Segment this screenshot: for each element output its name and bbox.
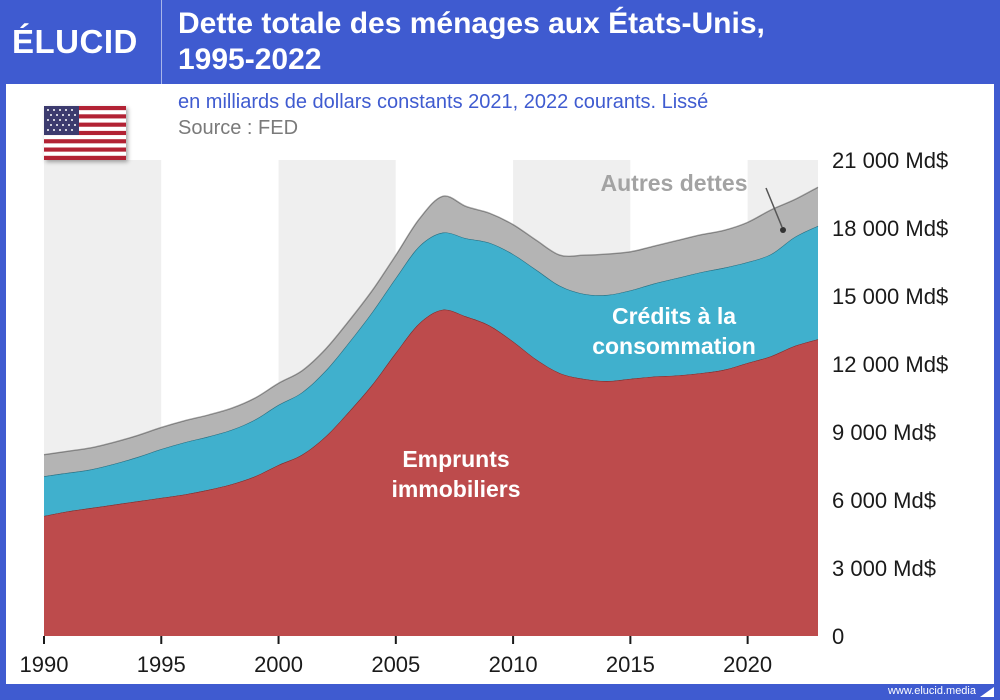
- y-tick-label-0: 0: [832, 624, 844, 649]
- x-tick-label-2010: 2010: [489, 652, 538, 677]
- chart-subtitle: en milliards de dollars constants 2021, …: [178, 91, 709, 113]
- header-bar: ÉLUCID Dette totale des ménages aux État…: [0, 0, 1000, 84]
- x-tick-label-2015: 2015: [606, 652, 655, 677]
- y-axis-ticks: 0 3 000 Md$ 6 000 Md$ 9 000 Md$ 12 000 Md$ 15…: [832, 148, 948, 649]
- chart-title-line-2: 1995-2022: [178, 43, 322, 76]
- autres-dettes-pointer-dot: [780, 227, 786, 233]
- label-autres-dettes: Autres dettes: [601, 170, 748, 196]
- x-tick-label-1995: 1995: [137, 652, 186, 677]
- stacked-areas: [43, 186, 819, 636]
- chart-title: Dette totale des ménages aux États-Unis,…: [178, 6, 988, 78]
- area-series-2: [44, 187, 818, 477]
- area-labels: Emprunts immobiliers Crédits à la consommat…: [391, 170, 786, 502]
- footer-url: www.elucid.media: [887, 685, 976, 697]
- chart-panel: 1990 1995 2000 2005 2010 2015 2020 0 3 000 Md$ 6…: [6, 84, 994, 684]
- y-tick-label-9000: 9 000 Md$: [832, 420, 936, 445]
- x-axis-ticks: 1990 1995 2000 2005 2010 2015 2020: [20, 636, 772, 677]
- y-tick-label-3000: 3 000 Md$: [832, 556, 936, 581]
- y-tick-label-21000: 21 000 Md$: [832, 148, 948, 173]
- y-tick-label-6000: 6 000 Md$: [832, 488, 936, 513]
- x-tick-label-1990: 1990: [20, 652, 69, 677]
- x-tick-label-2020: 2020: [723, 652, 772, 677]
- elucid-mark-icon: [980, 687, 994, 697]
- area-series-0: [44, 309, 818, 636]
- y-tick-label-15000: 15 000 Md$: [832, 284, 948, 309]
- y-tick-label-18000: 18 000 Md$: [832, 216, 948, 241]
- label-credits-consommation: Crédits à la consommation: [592, 303, 756, 359]
- header-divider: [161, 0, 162, 84]
- autres-dettes-pointer: [765, 187, 783, 228]
- y-tick-label-12000: 12 000 Md$: [832, 352, 948, 377]
- chart-title-line-1: Dette totale des ménages aux États-Unis,: [178, 7, 765, 40]
- label-emprunts-immobiliers: Emprunts immobiliers: [391, 446, 520, 502]
- elucid-logo: ÉLUCID: [12, 23, 138, 60]
- x-tick-label-2000: 2000: [254, 652, 303, 677]
- us-flag-icon: [44, 106, 126, 160]
- chart-source: Source : FED: [178, 117, 299, 139]
- x-tick-label-2005: 2005: [371, 652, 420, 677]
- area-edge-2: [43, 186, 819, 456]
- area-series-1: [44, 225, 818, 516]
- chart-plot: 1990 1995 2000 2005 2010 2015 2020 0 3 000 Md$ 6…: [20, 148, 949, 677]
